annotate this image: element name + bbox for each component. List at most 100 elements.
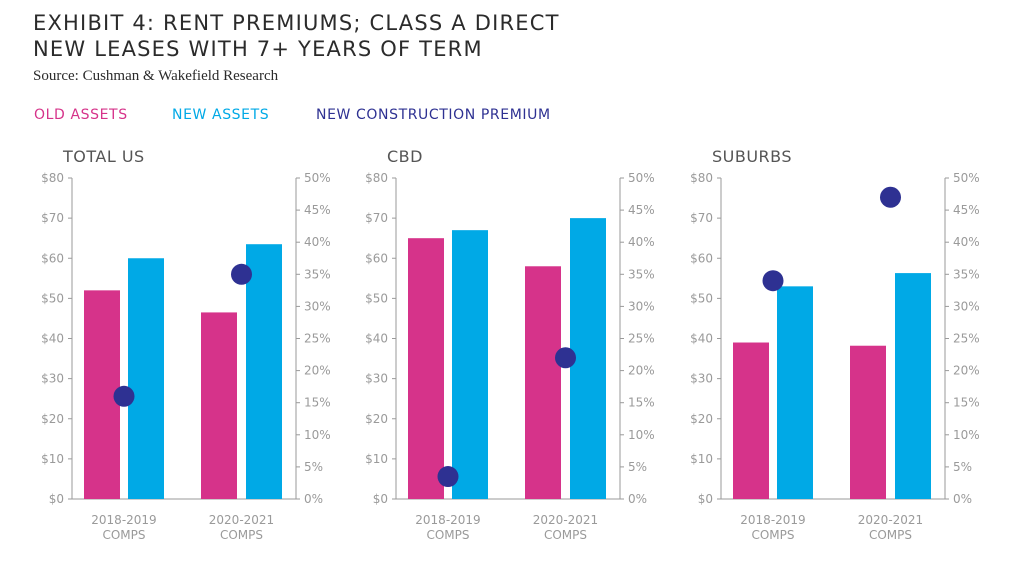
bar-old-assets [850, 345, 886, 499]
premium-point [437, 466, 459, 488]
legend: OLD ASSETS NEW ASSETS NEW CONSTRUCTION P… [0, 107, 1024, 127]
right-tick-label: 10% [628, 428, 655, 442]
premium-point [113, 385, 135, 407]
category-label: COMPS [220, 528, 263, 542]
right-tick-label: 5% [628, 460, 647, 474]
right-tick-label: 40% [628, 235, 655, 249]
panel-1: TOTAL US $0 $10 $20 $30 $40 $50 $60 $70 $80 0% 5% 10… [41, 147, 331, 542]
right-tick-label: 40% [304, 235, 331, 249]
left-tick-label: $60 [690, 251, 713, 265]
right-tick-label: 50% [953, 171, 980, 185]
category-label: 2018-2019 [415, 513, 480, 527]
panel-2: CBD $0 $10 $20 $30 $40 $50 $60 $70 $80 0% 5% 10% 15% 2… [365, 147, 655, 542]
left-tick-label: $70 [690, 211, 713, 225]
left-tick-label: $80 [365, 171, 388, 185]
chart-title: EXHIBIT 4: RENT PREMIUMS; CLASS A DIRECT… [33, 10, 733, 62]
left-tick-label: $40 [690, 332, 713, 346]
category-label: 2020-2021 [209, 513, 274, 527]
right-tick-label: 35% [304, 267, 331, 281]
right-tick-label: 15% [628, 396, 655, 410]
right-tick-label: 5% [953, 460, 972, 474]
right-tick-label: 25% [953, 332, 980, 346]
right-tick-label: 50% [304, 171, 331, 185]
right-tick-label: 10% [953, 428, 980, 442]
legend-old-assets: OLD ASSETS [34, 107, 128, 123]
left-tick-label: $70 [41, 211, 64, 225]
panel-3: SUBURBS $0 $10 $20 $30 $40 $50 $60 $70 $80 0% 5% 10%… [690, 147, 980, 542]
left-tick-label: $0 [49, 492, 64, 506]
left-tick-label: $10 [41, 452, 64, 466]
right-tick-label: 0% [304, 492, 323, 506]
right-tick-label: 5% [304, 460, 323, 474]
right-tick-label: 15% [953, 396, 980, 410]
left-tick-label: $60 [41, 251, 64, 265]
left-tick-label: $50 [365, 291, 388, 305]
left-tick-label: $0 [698, 492, 713, 506]
right-tick-label: 45% [304, 203, 331, 217]
category-label: COMPS [869, 528, 912, 542]
bar-new-assets [246, 244, 282, 499]
category-label: COMPS [544, 528, 587, 542]
premium-point [762, 270, 784, 292]
bar-old-assets [525, 266, 561, 499]
bar-new-assets [128, 258, 164, 499]
legend-new-construction-premium: NEW CONSTRUCTION PREMIUM [316, 107, 551, 123]
left-tick-label: $50 [41, 291, 64, 305]
right-tick-label: 0% [953, 492, 972, 506]
left-tick-label: $30 [365, 372, 388, 386]
right-tick-label: 25% [628, 332, 655, 346]
panel-title: SUBURBS [712, 147, 792, 166]
chart-title-line-2: NEW LEASES WITH 7+ YEARS OF TERM [33, 37, 483, 61]
right-tick-label: 35% [628, 267, 655, 281]
left-tick-label: $10 [690, 452, 713, 466]
category-label: COMPS [102, 528, 145, 542]
left-tick-label: $40 [365, 332, 388, 346]
left-tick-label: $40 [41, 332, 64, 346]
legend-new-assets: NEW ASSETS [172, 107, 270, 123]
category-label: 2018-2019 [740, 513, 805, 527]
bar-old-assets [201, 312, 237, 499]
category-label: COMPS [426, 528, 469, 542]
right-tick-label: 35% [953, 267, 980, 281]
left-tick-label: $10 [365, 452, 388, 466]
left-tick-label: $80 [41, 171, 64, 185]
source-note: Source: Cushman & Wakefield Research [33, 68, 279, 84]
bar-new-assets [452, 230, 488, 499]
bar-new-assets [570, 218, 606, 499]
left-tick-label: $80 [690, 171, 713, 185]
category-label: 2020-2021 [533, 513, 598, 527]
left-tick-label: $0 [373, 492, 388, 506]
left-tick-label: $60 [365, 251, 388, 265]
right-tick-label: 20% [304, 364, 331, 378]
left-tick-label: $20 [365, 412, 388, 426]
category-label: 2020-2021 [858, 513, 923, 527]
bar-old-assets [733, 342, 769, 499]
panel-title: TOTAL US [62, 147, 145, 166]
right-tick-label: 50% [628, 171, 655, 185]
left-tick-label: $20 [690, 412, 713, 426]
category-label: 2018-2019 [91, 513, 156, 527]
bar-new-assets [895, 273, 931, 499]
left-tick-label: $20 [41, 412, 64, 426]
right-tick-label: 20% [953, 364, 980, 378]
premium-point [231, 263, 252, 285]
right-tick-label: 45% [953, 203, 980, 217]
left-tick-label: $50 [690, 291, 713, 305]
right-tick-label: 20% [628, 364, 655, 378]
right-tick-label: 40% [953, 235, 980, 249]
right-tick-label: 15% [304, 396, 331, 410]
right-tick-label: 10% [304, 428, 331, 442]
left-tick-label: $70 [365, 211, 388, 225]
category-label: COMPS [751, 528, 794, 542]
right-tick-label: 0% [628, 492, 647, 506]
right-tick-label: 25% [304, 332, 331, 346]
chart-title-line-1: EXHIBIT 4: RENT PREMIUMS; CLASS A DIRECT [33, 11, 560, 35]
premium-point [880, 186, 901, 208]
premium-point [555, 347, 576, 369]
bar-new-assets [777, 286, 813, 499]
left-tick-label: $30 [690, 372, 713, 386]
right-tick-label: 30% [953, 299, 980, 313]
left-tick-label: $30 [41, 372, 64, 386]
right-tick-label: 30% [304, 299, 331, 313]
